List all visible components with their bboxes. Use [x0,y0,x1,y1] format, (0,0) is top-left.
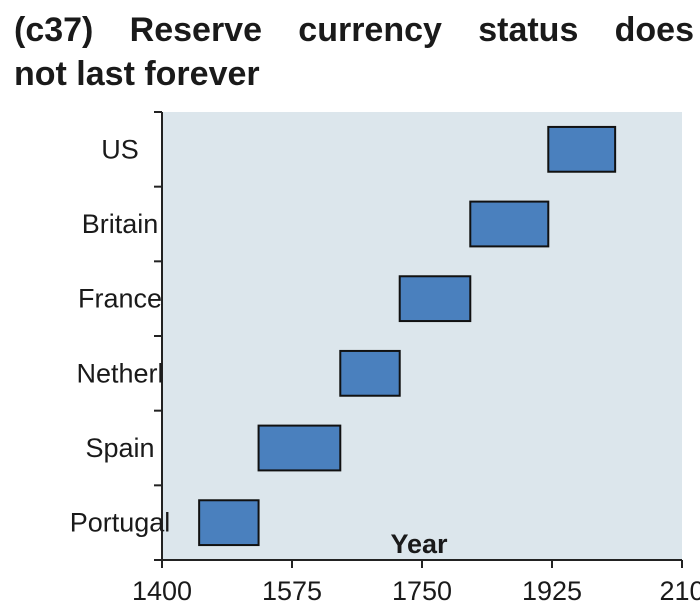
bar-netherl [339,349,401,397]
category-label-spain: Spain [85,433,154,463]
chart-title: (c37) Reserve currency status does not l… [14,8,694,96]
x-tick-label: 1750 [392,576,452,606]
chart-title-line-2: not last forever [14,55,260,93]
bars-group [198,125,617,547]
category-label-france: France [78,284,162,314]
bar-france [398,275,472,323]
bar-portugal [198,499,260,547]
plot-area [162,112,682,560]
x-tick-label: 210 [659,576,700,606]
x-tick-labels-group: 1400 1575 1750 1925 210 [132,576,700,606]
x-tick-label: 1925 [522,576,582,606]
chart-title-line-1: (c37) Reserve currency status does [14,11,694,49]
x-tick-label: 1575 [262,576,322,606]
bar-spain [257,424,342,472]
category-label-britain: Britain [82,209,159,239]
bar-britain [469,200,550,248]
category-labels-group: US Britain France Netherl Spain Portugal [70,134,171,537]
x-axis-title: Year [390,529,448,559]
category-label-us: US [101,134,139,164]
bar-us [547,125,617,173]
x-tick-label: 1400 [132,576,192,606]
category-label-netherl: Netherl [76,358,163,388]
x-ticks-group [161,560,683,568]
category-label-portugal: Portugal [70,508,171,538]
y-ticks-group [154,111,162,561]
